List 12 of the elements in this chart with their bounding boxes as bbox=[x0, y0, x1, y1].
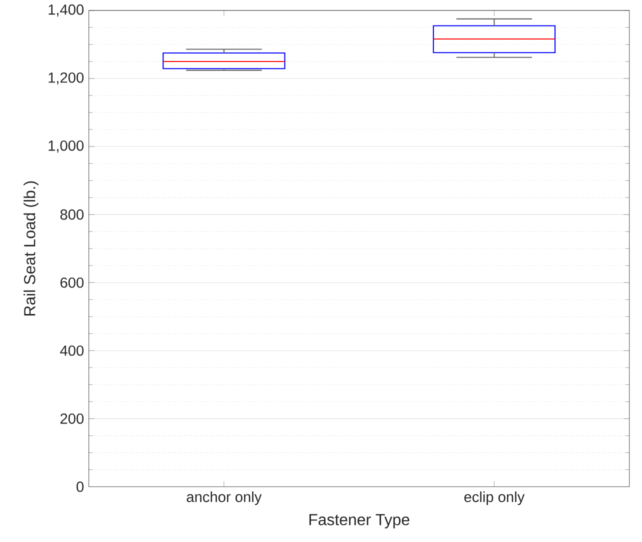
y-tick-label: 1,400 bbox=[48, 4, 84, 17]
x-axis-title: Fastener Type bbox=[309, 514, 410, 529]
y-tick-label: 1,000 bbox=[48, 140, 84, 153]
y-tick-label: 600 bbox=[60, 278, 84, 288]
y-tick-label: 800 bbox=[60, 210, 84, 220]
x-tick-label: anchor only bbox=[186, 492, 262, 506]
y-tick-label: 200 bbox=[60, 414, 84, 424]
y-tick-label: 400 bbox=[60, 346, 84, 356]
y-tick-label: 0 bbox=[76, 482, 84, 492]
x-tick-label: eclip only bbox=[464, 492, 525, 506]
y-tick-label: 1,200 bbox=[48, 72, 84, 85]
y-axis-title: Rail Seat Load (lb.) bbox=[24, 182, 38, 316]
